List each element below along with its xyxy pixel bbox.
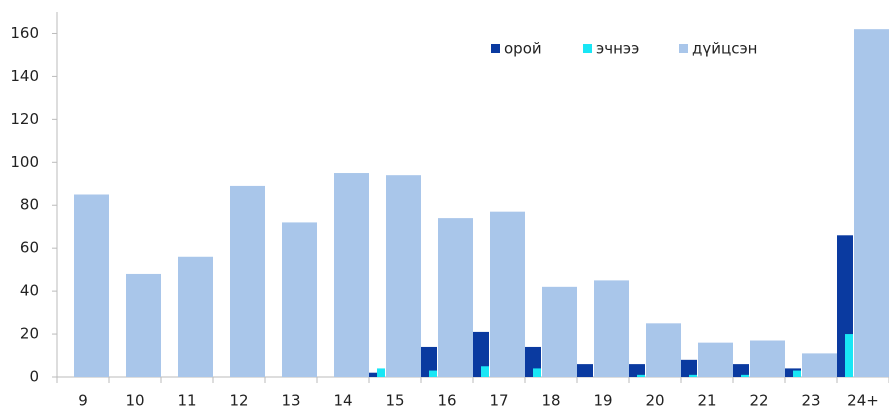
x-tick-label: 22	[749, 392, 768, 409]
bar	[845, 334, 853, 377]
bar	[429, 370, 437, 377]
x-tick-label: 16	[437, 392, 456, 409]
x-tick-label: 11	[177, 392, 196, 409]
bar	[421, 346, 437, 377]
bar	[481, 366, 489, 377]
bar	[334, 173, 369, 377]
bar	[230, 185, 265, 377]
x-tick-label: 23	[801, 392, 820, 409]
x-tick-label: 10	[125, 392, 144, 409]
bar	[178, 256, 213, 377]
bar	[533, 368, 541, 377]
bar	[637, 374, 645, 377]
y-tick-label: 100	[10, 153, 39, 171]
x-tick-label: 17	[489, 392, 508, 409]
x-tick-label: 14	[333, 392, 352, 409]
bar	[282, 222, 317, 377]
y-tick-label: 60	[20, 239, 39, 257]
legend-label: дүйцсэн	[692, 40, 758, 58]
legend-swatch	[491, 44, 500, 53]
bar	[74, 194, 109, 377]
y-tick-label: 80	[20, 196, 39, 214]
x-tick-label: 18	[541, 392, 560, 409]
bar	[473, 331, 489, 377]
x-tick-label: 9	[78, 392, 88, 409]
y-tick-label: 40	[20, 282, 39, 300]
bar	[377, 368, 385, 377]
x-tick-label: 12	[229, 392, 248, 409]
legend-label: эчнээ	[596, 40, 639, 58]
y-tick-label: 0	[29, 368, 39, 386]
bar	[750, 340, 785, 377]
y-tick-label: 140	[10, 67, 39, 85]
bar	[490, 211, 525, 377]
bar	[689, 374, 697, 377]
x-tick-label: 13	[281, 392, 300, 409]
bar	[793, 370, 801, 377]
bar	[438, 218, 473, 377]
bar	[681, 359, 697, 377]
bar	[802, 353, 837, 377]
bar	[386, 175, 421, 377]
x-tick-label: 24+	[847, 392, 879, 409]
bar	[698, 342, 733, 377]
y-tick-label: 160	[10, 24, 39, 42]
x-tick-label: 15	[385, 392, 404, 409]
bar	[733, 364, 749, 377]
bar	[542, 286, 577, 377]
bar	[741, 374, 749, 377]
bar	[594, 280, 629, 377]
x-tick-label: 21	[697, 392, 716, 409]
bar	[126, 273, 161, 377]
legend-swatch	[679, 44, 688, 53]
bar	[629, 364, 645, 377]
x-tick-label: 19	[593, 392, 612, 409]
y-tick-label: 20	[20, 325, 39, 343]
bar	[646, 323, 681, 377]
legend-label: орой	[504, 40, 542, 58]
x-tick-label: 20	[645, 392, 664, 409]
y-tick-label: 120	[10, 110, 39, 128]
bar	[854, 29, 889, 377]
legend-swatch	[583, 44, 592, 53]
bar	[577, 364, 593, 377]
